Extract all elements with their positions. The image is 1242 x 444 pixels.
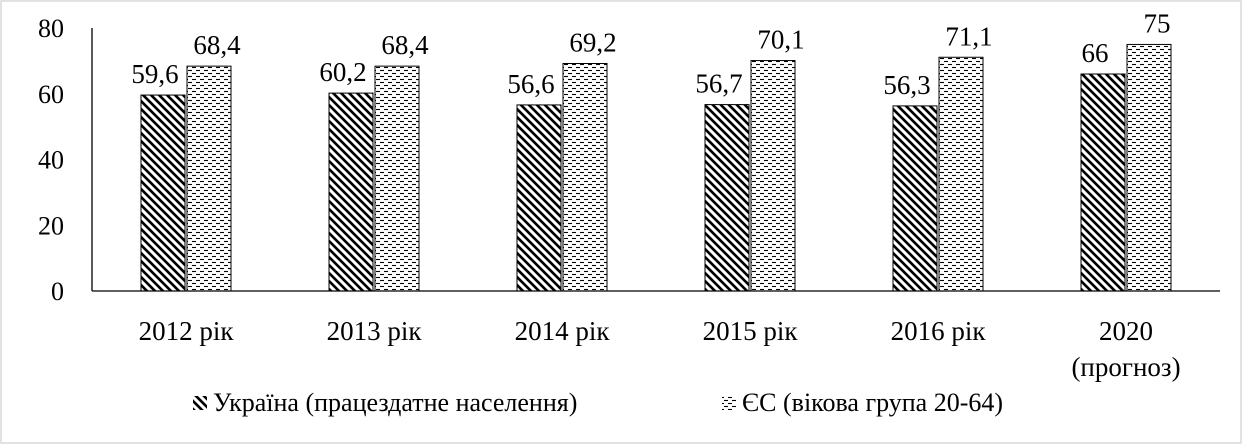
- data-label-eu-3: 70,1: [757, 25, 804, 55]
- legend-label-eu: ЄС (вікова група 20-64): [742, 388, 1003, 417]
- data-label-eu-4: 71,1: [945, 21, 992, 51]
- y-tick-label-0: 0: [51, 277, 64, 306]
- data-label-ukraine-4: 56,3: [883, 70, 930, 100]
- data-label-eu-2: 69,2: [569, 28, 616, 58]
- data-label-ukraine-5: 66: [1082, 38, 1109, 68]
- legend-swatch-ukraine: [193, 396, 207, 410]
- x-tick-label-2: 2014 рік: [515, 316, 611, 346]
- y-tick-label-40: 40: [38, 146, 64, 175]
- data-label-ukraine-0: 59,6: [131, 59, 178, 89]
- y-axis-ticks: 0 20 40 60 80: [38, 14, 64, 306]
- x-tick-label-5-line1: (прогноз): [1071, 352, 1180, 382]
- bar-ukraine-5: [1080, 73, 1126, 292]
- bar-ukraine-4: [892, 105, 938, 292]
- data-label-ukraine-2: 56,6: [507, 69, 554, 99]
- axes-group: [91, 28, 1220, 292]
- legend-swatch-eu: [722, 396, 736, 410]
- data-label-ukraine-1: 60,2: [319, 57, 366, 87]
- data-label-eu-1: 68,4: [381, 30, 429, 60]
- y-tick-label-60: 60: [38, 80, 64, 109]
- y-tick-label-80: 80: [38, 14, 64, 43]
- bar-eu-5: [1126, 43, 1172, 292]
- x-tick-label-3: 2015 рік: [703, 316, 799, 346]
- x-tick-label-4: 2016 рік: [891, 316, 987, 346]
- bar-ukraine-2: [516, 104, 562, 292]
- bar-eu-2: [562, 63, 608, 292]
- legend-label-ukraine: Україна (працездатне населення): [213, 388, 577, 417]
- bars-group: [140, 43, 1172, 292]
- data-labels: 59,6 60,2 56,6 56,7 56,3 66 68,4 68,4 69,2 70,1 71…: [131, 8, 1170, 99]
- data-label-eu-0: 68,4: [193, 30, 241, 60]
- bar-eu-4: [938, 56, 984, 292]
- bar-eu-3: [750, 60, 796, 292]
- x-tick-label-0: 2012 рік: [139, 316, 235, 346]
- bar-ukraine-0: [140, 94, 186, 292]
- x-tick-label-5: 2020: [1099, 316, 1153, 346]
- x-tick-label-1: 2013 рік: [327, 316, 423, 346]
- data-label-eu-5: 75: [1144, 8, 1171, 38]
- bar-ukraine-3: [704, 104, 750, 292]
- y-tick-label-20: 20: [38, 211, 64, 240]
- bar-eu-1: [374, 65, 420, 292]
- legend: Україна (працездатне населення) ЄС (віков…: [193, 388, 1003, 417]
- bar-eu-0: [186, 65, 232, 292]
- bar-ukraine-1: [328, 92, 374, 292]
- x-axis-labels: 2012 рік 2013 рік 2014 рік 2015 рік 2016 рік…: [139, 316, 1181, 382]
- data-label-ukraine-3: 56,7: [695, 69, 742, 99]
